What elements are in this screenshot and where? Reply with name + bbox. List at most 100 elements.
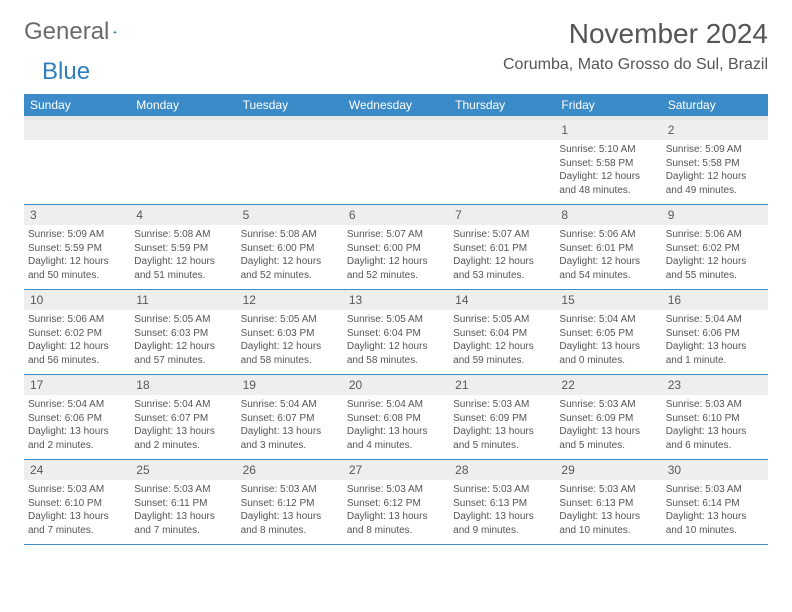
day-sr: Sunrise: 5:05 AM bbox=[453, 313, 551, 327]
day-sr: Sunrise: 5:03 AM bbox=[241, 483, 339, 497]
day-cell: 25Sunrise: 5:03 AMSunset: 6:11 PMDayligh… bbox=[130, 460, 236, 544]
day-d1: Daylight: 13 hours bbox=[134, 425, 232, 439]
day-cell: 18Sunrise: 5:04 AMSunset: 6:07 PMDayligh… bbox=[130, 375, 236, 459]
day-cell: 7Sunrise: 5:07 AMSunset: 6:01 PMDaylight… bbox=[449, 205, 555, 289]
day-d2: and 58 minutes. bbox=[347, 354, 445, 368]
day-ss: Sunset: 6:01 PM bbox=[559, 242, 657, 256]
day-d2: and 7 minutes. bbox=[134, 524, 232, 538]
day-cell: 24Sunrise: 5:03 AMSunset: 6:10 PMDayligh… bbox=[24, 460, 130, 544]
day-ss: Sunset: 6:00 PM bbox=[347, 242, 445, 256]
day-cell bbox=[449, 120, 555, 204]
day-number: 2 bbox=[662, 120, 768, 140]
day-d1: Daylight: 12 hours bbox=[559, 255, 657, 269]
day-sr: Sunrise: 5:03 AM bbox=[28, 483, 126, 497]
weekday-fri: Friday bbox=[555, 94, 661, 116]
day-ss: Sunset: 6:13 PM bbox=[559, 497, 657, 511]
day-cell: 12Sunrise: 5:05 AMSunset: 6:03 PMDayligh… bbox=[237, 290, 343, 374]
day-sr: Sunrise: 5:04 AM bbox=[241, 398, 339, 412]
day-d1: Daylight: 13 hours bbox=[559, 425, 657, 439]
day-d1: Daylight: 12 hours bbox=[347, 340, 445, 354]
day-d2: and 52 minutes. bbox=[347, 269, 445, 283]
day-sr: Sunrise: 5:06 AM bbox=[28, 313, 126, 327]
day-d2: and 51 minutes. bbox=[134, 269, 232, 283]
day-number: 14 bbox=[449, 290, 555, 310]
day-ss: Sunset: 6:00 PM bbox=[241, 242, 339, 256]
day-number: 4 bbox=[130, 205, 236, 225]
day-number: 26 bbox=[237, 460, 343, 480]
day-cell: 15Sunrise: 5:04 AMSunset: 6:05 PMDayligh… bbox=[555, 290, 661, 374]
day-number bbox=[343, 120, 449, 140]
day-sr: Sunrise: 5:03 AM bbox=[347, 483, 445, 497]
day-sr: Sunrise: 5:03 AM bbox=[453, 483, 551, 497]
day-d1: Daylight: 12 hours bbox=[559, 170, 657, 184]
day-number: 11 bbox=[130, 290, 236, 310]
day-number: 21 bbox=[449, 375, 555, 395]
day-ss: Sunset: 6:10 PM bbox=[666, 412, 764, 426]
day-d1: Daylight: 13 hours bbox=[241, 510, 339, 524]
day-number: 12 bbox=[237, 290, 343, 310]
day-ss: Sunset: 6:09 PM bbox=[453, 412, 551, 426]
day-sr: Sunrise: 5:04 AM bbox=[347, 398, 445, 412]
day-d2: and 1 minute. bbox=[666, 354, 764, 368]
day-sr: Sunrise: 5:03 AM bbox=[559, 398, 657, 412]
weekday-wed: Wednesday bbox=[343, 94, 449, 116]
day-number bbox=[24, 120, 130, 140]
day-number: 19 bbox=[237, 375, 343, 395]
day-sr: Sunrise: 5:03 AM bbox=[666, 398, 764, 412]
day-d2: and 55 minutes. bbox=[666, 269, 764, 283]
day-d2: and 54 minutes. bbox=[559, 269, 657, 283]
day-ss: Sunset: 6:11 PM bbox=[134, 497, 232, 511]
day-d1: Daylight: 13 hours bbox=[666, 425, 764, 439]
week-row: 10Sunrise: 5:06 AMSunset: 6:02 PMDayligh… bbox=[24, 290, 768, 375]
day-ss: Sunset: 6:09 PM bbox=[559, 412, 657, 426]
day-number: 10 bbox=[24, 290, 130, 310]
day-cell: 28Sunrise: 5:03 AMSunset: 6:13 PMDayligh… bbox=[449, 460, 555, 544]
day-d2: and 5 minutes. bbox=[559, 439, 657, 453]
day-cell: 13Sunrise: 5:05 AMSunset: 6:04 PMDayligh… bbox=[343, 290, 449, 374]
day-ss: Sunset: 5:59 PM bbox=[134, 242, 232, 256]
day-number: 16 bbox=[662, 290, 768, 310]
day-d1: Daylight: 13 hours bbox=[453, 510, 551, 524]
day-cell: 20Sunrise: 5:04 AMSunset: 6:08 PMDayligh… bbox=[343, 375, 449, 459]
day-d1: Daylight: 13 hours bbox=[453, 425, 551, 439]
day-sr: Sunrise: 5:10 AM bbox=[559, 143, 657, 157]
day-d2: and 10 minutes. bbox=[559, 524, 657, 538]
weekday-sun: Sunday bbox=[24, 94, 130, 116]
day-d2: and 2 minutes. bbox=[28, 439, 126, 453]
day-number: 30 bbox=[662, 460, 768, 480]
day-d2: and 4 minutes. bbox=[347, 439, 445, 453]
day-ss: Sunset: 6:08 PM bbox=[347, 412, 445, 426]
week-row: 3Sunrise: 5:09 AMSunset: 5:59 PMDaylight… bbox=[24, 205, 768, 290]
calendar: Sunday Monday Tuesday Wednesday Thursday… bbox=[24, 94, 768, 545]
day-sr: Sunrise: 5:08 AM bbox=[134, 228, 232, 242]
day-ss: Sunset: 6:12 PM bbox=[241, 497, 339, 511]
day-d2: and 56 minutes. bbox=[28, 354, 126, 368]
day-d1: Daylight: 12 hours bbox=[134, 255, 232, 269]
day-cell: 6Sunrise: 5:07 AMSunset: 6:00 PMDaylight… bbox=[343, 205, 449, 289]
logo-word2: Blue bbox=[42, 58, 90, 86]
day-sr: Sunrise: 5:09 AM bbox=[666, 143, 764, 157]
day-number: 13 bbox=[343, 290, 449, 310]
day-cell: 21Sunrise: 5:03 AMSunset: 6:09 PMDayligh… bbox=[449, 375, 555, 459]
day-number: 27 bbox=[343, 460, 449, 480]
day-d1: Daylight: 13 hours bbox=[241, 425, 339, 439]
day-d2: and 8 minutes. bbox=[241, 524, 339, 538]
day-number: 5 bbox=[237, 205, 343, 225]
day-cell: 5Sunrise: 5:08 AMSunset: 6:00 PMDaylight… bbox=[237, 205, 343, 289]
day-cell: 17Sunrise: 5:04 AMSunset: 6:06 PMDayligh… bbox=[24, 375, 130, 459]
day-d2: and 6 minutes. bbox=[666, 439, 764, 453]
day-d1: Daylight: 12 hours bbox=[241, 255, 339, 269]
weekday-thu: Thursday bbox=[449, 94, 555, 116]
day-ss: Sunset: 5:59 PM bbox=[28, 242, 126, 256]
day-d1: Daylight: 12 hours bbox=[28, 340, 126, 354]
day-ss: Sunset: 6:02 PM bbox=[666, 242, 764, 256]
day-sr: Sunrise: 5:04 AM bbox=[28, 398, 126, 412]
day-sr: Sunrise: 5:04 AM bbox=[666, 313, 764, 327]
day-number: 24 bbox=[24, 460, 130, 480]
day-number: 3 bbox=[24, 205, 130, 225]
day-sr: Sunrise: 5:03 AM bbox=[559, 483, 657, 497]
day-number: 9 bbox=[662, 205, 768, 225]
day-ss: Sunset: 6:01 PM bbox=[453, 242, 551, 256]
day-d2: and 7 minutes. bbox=[28, 524, 126, 538]
day-sr: Sunrise: 5:05 AM bbox=[347, 313, 445, 327]
